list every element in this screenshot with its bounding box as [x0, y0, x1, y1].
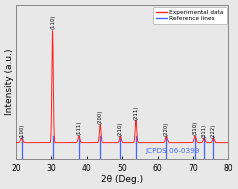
Text: (110): (110) — [50, 14, 55, 29]
Y-axis label: Intensity (a.u.): Intensity (a.u.) — [5, 49, 14, 115]
Legend: Experimental data, Reference lines: Experimental data, Reference lines — [154, 7, 227, 24]
Text: (310): (310) — [193, 121, 198, 135]
Text: (222): (222) — [211, 123, 216, 138]
Text: (111): (111) — [76, 121, 81, 135]
Text: (311): (311) — [202, 124, 207, 138]
Text: JCPDS 06-0399: JCPDS 06-0399 — [145, 148, 199, 154]
Text: (210): (210) — [118, 122, 123, 136]
Text: (220): (220) — [164, 122, 169, 136]
Text: (100): (100) — [19, 123, 24, 138]
Text: (211): (211) — [134, 105, 139, 120]
X-axis label: 2θ (Deg.): 2θ (Deg.) — [101, 175, 143, 184]
Text: (200): (200) — [98, 110, 103, 124]
